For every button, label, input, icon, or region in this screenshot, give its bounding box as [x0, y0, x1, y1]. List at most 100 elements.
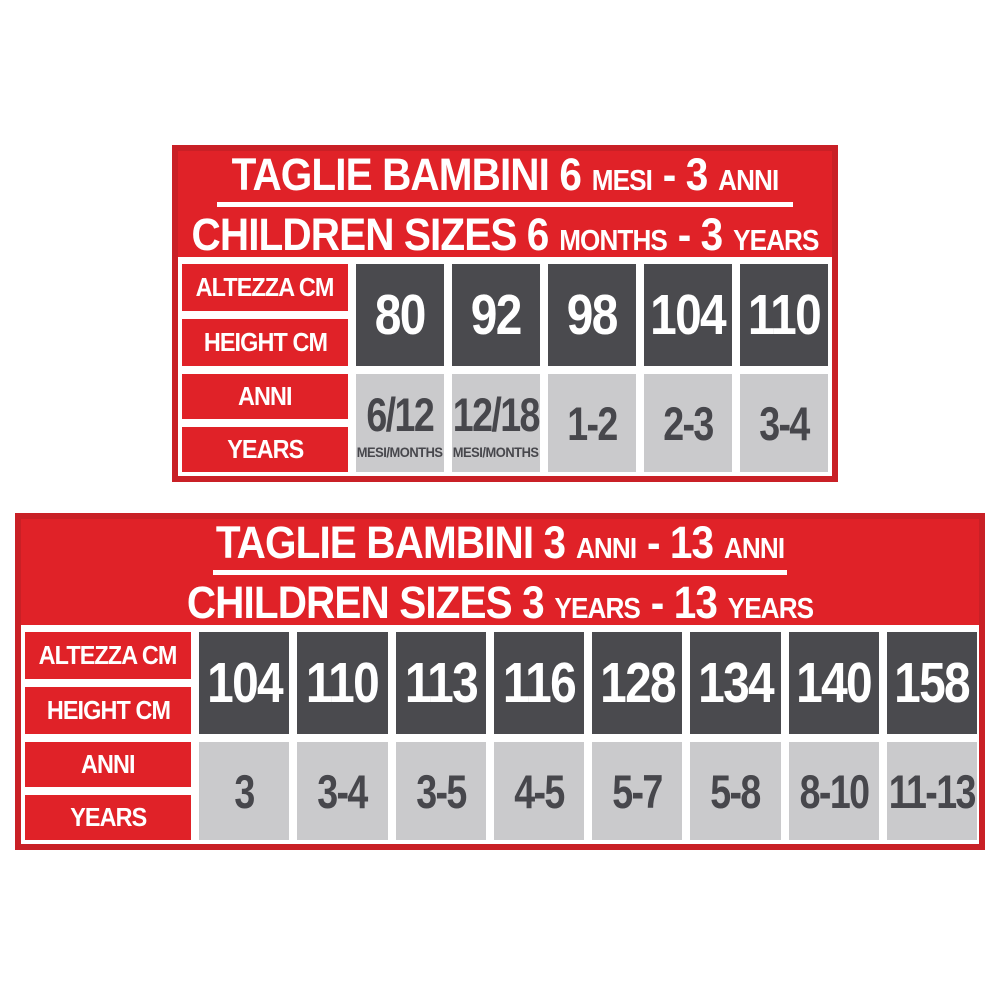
- title-part: ANNI: [718, 164, 779, 197]
- row-label-years: YEARS: [182, 427, 348, 472]
- age-cell: 3-4: [740, 374, 828, 472]
- row-label-text: YEARS: [69, 802, 147, 832]
- height-cm-value: 134: [697, 651, 775, 715]
- row-label-text: ALTEZZA CM: [39, 640, 178, 670]
- size-column: 134 5-8: [690, 632, 781, 840]
- age-value: 1-2: [567, 396, 618, 450]
- height-cm-value: 98: [567, 283, 619, 347]
- title-part: CHILDREN SIZES 3: [186, 576, 545, 628]
- size-columns: 80 6/12 MESI/MONTHS 92 12/18 MESI/MONTHS 98 1-2…: [356, 264, 828, 472]
- size-chart-3years-13years: TAGLIE BAMBINI 3 ANNI - 13 ANNI CHILDREN SI…: [15, 513, 985, 850]
- title-part: MESI: [591, 164, 653, 197]
- row-label-height-cm: HEIGHT CM: [25, 687, 191, 734]
- age-value: 3-5: [415, 764, 467, 818]
- height-cm-value: 110: [306, 651, 380, 715]
- age-cell: 5-7: [592, 742, 683, 840]
- height-cm-cell: 80: [356, 264, 444, 366]
- size-columns: 104 3 110 3-4 113 3-5 116 4-5 128 5-7 134 5-8 140 8-1…: [199, 632, 977, 840]
- height-cm-value: 104: [206, 651, 284, 715]
- height-cm-cell: 104: [199, 632, 290, 734]
- chart-title: TAGLIE BAMBINI 3 ANNI - 13 ANNI: [69, 520, 931, 565]
- age-cell: 3-4: [297, 742, 388, 840]
- title-part: - 13: [646, 516, 714, 568]
- age-cell: 4-5: [493, 742, 584, 840]
- height-cm-cell: 92: [452, 264, 540, 366]
- size-column: 80 6/12 MESI/MONTHS: [356, 264, 444, 472]
- title-part: CHILDREN SIZES 6: [191, 208, 550, 260]
- title-part: YEARS: [727, 592, 814, 625]
- age-value: 4-5: [514, 764, 565, 818]
- height-cm-value: 158: [894, 651, 971, 715]
- row-label-altezza-cm: ALTEZZA CM: [25, 632, 191, 679]
- height-cm-cell: 134: [690, 632, 781, 734]
- height-cm-cell: 140: [788, 632, 879, 734]
- row-label-height-cm: HEIGHT CM: [182, 319, 348, 366]
- title-underline: [212, 569, 788, 575]
- row-label-text: HEIGHT CM: [46, 695, 170, 725]
- size-column: 104 2-3: [644, 264, 732, 472]
- chart-subtitle: CHILDREN SIZES 3 YEARS - 13 YEARS: [69, 580, 931, 625]
- age-cell: 3: [199, 742, 290, 840]
- title-part: ANNI: [723, 532, 785, 565]
- height-cm-value: 110: [747, 283, 822, 347]
- height-cm-value: 80: [375, 283, 427, 347]
- age-value: 8-10: [799, 764, 869, 818]
- title-part: TAGLIE BAMBINI 3: [215, 516, 566, 568]
- age-cell: 1-2: [548, 374, 636, 472]
- title-part: YEARS: [554, 592, 641, 625]
- size-column: 140 8-10: [788, 632, 879, 840]
- age-cell: 6/12 MESI/MONTHS: [356, 374, 444, 472]
- age-value: 3-4: [317, 764, 369, 818]
- row-label-text: ANNI: [81, 749, 135, 779]
- age-value: 12/18: [452, 387, 541, 441]
- title-part: ANNI: [575, 532, 637, 565]
- row-label-text: ANNI: [238, 381, 292, 411]
- row-label-text: HEIGHT CM: [203, 327, 327, 357]
- height-cm-value: 92: [471, 283, 523, 347]
- age-value: 6/12: [366, 387, 435, 441]
- size-column: 116 4-5: [493, 632, 584, 840]
- row-label-text: ALTEZZA CM: [196, 272, 335, 302]
- chart-title-block: TAGLIE BAMBINI 6 MESI - 3 ANNI CHILDREN SIZ…: [178, 151, 832, 257]
- height-cm-cell: 110: [297, 632, 388, 734]
- title-part: - 3: [662, 148, 708, 200]
- age-cell: 12/18 MESI/MONTHS: [452, 374, 541, 472]
- age-cell: 5-8: [690, 742, 781, 840]
- age-value: 2-3: [663, 396, 714, 450]
- row-label-years: YEARS: [25, 795, 191, 840]
- size-column: 92 12/18 MESI/MONTHS: [452, 264, 541, 472]
- height-cm-cell: 113: [395, 632, 486, 734]
- height-cm-value: 140: [796, 651, 873, 715]
- chart-title: TAGLIE BAMBINI 6 MESI - 3 ANNI: [211, 152, 800, 197]
- age-unit-label: MESI/MONTHS: [357, 443, 443, 460]
- title-underline: [217, 201, 793, 207]
- age-cell: 2-3: [644, 374, 732, 472]
- height-cm-value: 116: [502, 651, 577, 715]
- row-labels-column: ALTEZZA CM HEIGHT CM ANNI YEARS: [182, 264, 348, 472]
- age-unit-label: MESI/MONTHS: [453, 443, 539, 460]
- height-cm-cell: 128: [592, 632, 683, 734]
- chart-title-block: TAGLIE BAMBINI 3 ANNI - 13 ANNI CHILDREN SI…: [21, 519, 979, 625]
- size-column: 110 3-4: [740, 264, 828, 472]
- size-column: 110 3-4: [297, 632, 388, 840]
- age-cell: 3-5: [395, 742, 486, 840]
- height-cm-cell: 116: [493, 632, 584, 734]
- title-part: TAGLIE BAMBINI 6: [231, 148, 582, 200]
- height-cm-cell: 158: [886, 632, 977, 734]
- title-part: - 3: [677, 208, 723, 260]
- age-value: 3: [234, 764, 255, 818]
- size-table: ALTEZZA CM HEIGHT CM ANNI YEARS 80 6/12 ME…: [178, 257, 832, 476]
- row-label-text: YEARS: [226, 434, 304, 464]
- age-cell: 8-10: [788, 742, 879, 840]
- age-value: 5-7: [612, 764, 663, 818]
- size-table: ALTEZZA CM HEIGHT CM ANNI YEARS 104 3 110 3…: [21, 625, 979, 844]
- height-cm-value: 113: [404, 651, 479, 715]
- age-value: 5-8: [710, 764, 762, 818]
- height-cm-cell: 110: [740, 264, 828, 366]
- age-value: 11-13: [888, 764, 977, 818]
- row-labels-column: ALTEZZA CM HEIGHT CM ANNI YEARS: [25, 632, 191, 840]
- size-chart-6months-3years: TAGLIE BAMBINI 6 MESI - 3 ANNI CHILDREN SIZ…: [172, 145, 838, 482]
- title-part: MONTHS: [559, 224, 668, 257]
- height-cm-cell: 104: [644, 264, 732, 366]
- height-cm-cell: 98: [548, 264, 636, 366]
